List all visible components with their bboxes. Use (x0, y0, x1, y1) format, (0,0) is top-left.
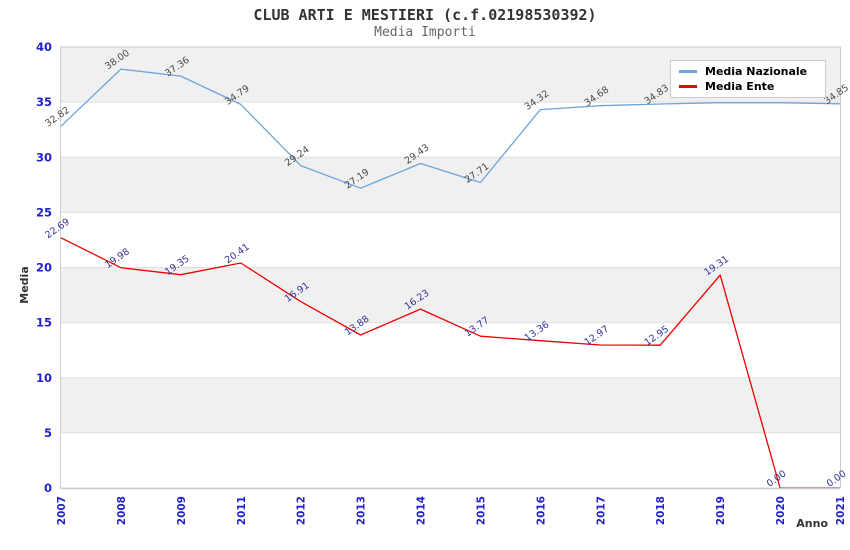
x-tick-label: 2019 (715, 496, 727, 525)
legend-label-nazionale: Media Nazionale (705, 65, 808, 78)
y-tick-label: 10 (36, 371, 52, 385)
chart-title: CLUB ARTI E MESTIERI (c.f.02198530392) (253, 6, 597, 24)
legend-label-ente: Media Ente (705, 80, 775, 93)
x-tick-label: 2015 (475, 496, 487, 525)
x-tick-label: 2007 (56, 496, 68, 525)
y-tick-label: 15 (36, 316, 52, 330)
x-axis-title: Anno (796, 517, 828, 530)
y-tick-label: 0 (44, 481, 52, 495)
value-label-1: 20.41 (223, 242, 252, 267)
grid-band (61, 377, 840, 433)
x-tick-label: 2020 (775, 496, 787, 525)
x-tick-label: 2016 (535, 496, 547, 525)
y-tick-label: 40 (36, 40, 52, 54)
x-tick-label: 2008 (116, 496, 128, 525)
series-line-1 (60, 237, 840, 489)
x-tick-label: 2011 (236, 496, 248, 525)
x-tick-label: 2012 (296, 496, 308, 525)
grid-band (61, 157, 840, 213)
x-tick-label: 2021 (835, 496, 847, 525)
value-label-1: 0.00 (825, 468, 849, 489)
grid-band (61, 267, 840, 323)
y-tick-label: 25 (36, 205, 52, 219)
y-tick-label: 5 (44, 426, 52, 440)
ente-line-swatch-icon (679, 85, 697, 88)
series-line-0 (60, 68, 841, 189)
x-tick-label: 2017 (595, 496, 607, 525)
y-axis-title: Media (18, 266, 31, 303)
x-tick-label: 2014 (416, 496, 428, 525)
x-tick-label: 2009 (176, 496, 188, 525)
x-tick-label: 2013 (356, 496, 368, 525)
legend-box: Media Nazionale Media Ente (670, 60, 826, 98)
y-tick-label: 30 (36, 150, 52, 164)
y-tick-label: 35 (36, 95, 52, 109)
legend-item-nazionale: Media Nazionale (671, 65, 825, 78)
chart-subtitle: Media Importi (374, 25, 476, 40)
y-tick-label: 20 (36, 261, 52, 275)
value-label-1: 0.00 (765, 468, 789, 489)
nazionale-line-swatch-icon (679, 70, 697, 73)
x-tick-label: 2018 (655, 496, 667, 525)
legend-item-ente: Media Ente (671, 80, 825, 93)
value-label-1: 22.69 (43, 216, 72, 241)
